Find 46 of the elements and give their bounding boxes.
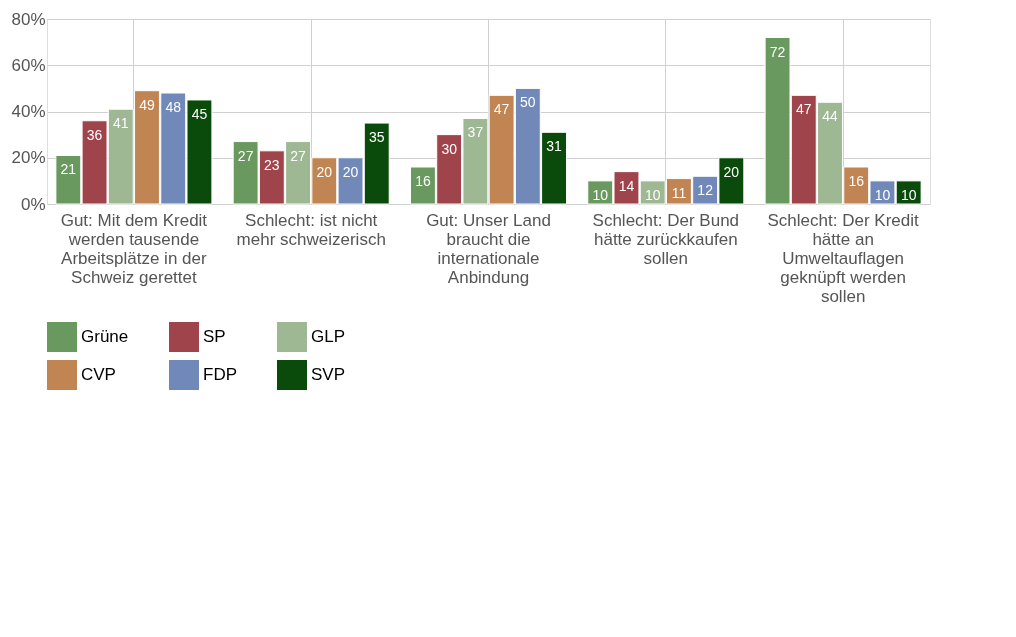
data-label: 35 [368, 129, 385, 146]
y-tick-label: 80% [11, 9, 46, 29]
legend-label: FDP [203, 365, 237, 384]
data-label: 11 [671, 184, 687, 201]
data-label: 50 [520, 94, 536, 111]
data-label: 36 [86, 126, 103, 143]
data-label: 27 [290, 147, 307, 164]
data-label: 47 [493, 101, 510, 118]
data-label: 27 [237, 147, 254, 164]
data-label: 45 [191, 105, 208, 122]
data-label: 10 [644, 186, 661, 203]
x-tick-label: Schlecht: ist nicht mehr schweizerisch [236, 210, 386, 249]
data-label: 37 [467, 124, 484, 141]
data-label: 16 [848, 173, 865, 189]
data-label: 47 [795, 101, 812, 118]
data-label: 49 [139, 96, 155, 113]
y-tick-label: 0% [20, 194, 46, 214]
data-label: 41 [112, 115, 129, 132]
data-label: 72 [769, 43, 786, 60]
x-tick-label: Schlecht: Der Kredit hätte an Umweltauflagen geknüpft werden sollen [767, 210, 919, 306]
y-tick-label: 40% [11, 102, 46, 121]
data-label: 16 [415, 173, 431, 189]
data-label: 10 [900, 186, 917, 203]
data-label: 21 [60, 161, 77, 178]
data-label: 23 [264, 156, 280, 173]
x-tick-label: Gut: Mit dem Kredit werden tausende Arbeitsplätze in der Schweiz gerettet [60, 210, 208, 287]
legend-label: Grüne [81, 327, 129, 346]
y-tick-label: 60% [11, 55, 46, 75]
legend-label: SVP [311, 365, 346, 384]
x-tick-label: Schlecht: Der Bund hätte zurückkaufen sollen [592, 210, 740, 268]
legend-label: GLP [311, 327, 346, 346]
data-label: 30 [441, 140, 458, 157]
data-label: 31 [546, 138, 563, 155]
data-label: 14 [618, 177, 635, 194]
legend-label: SP [203, 327, 226, 346]
data-label: 12 [697, 182, 714, 199]
y-tick-label: 20% [11, 148, 46, 168]
legend-label: CVP [81, 365, 116, 384]
data-label: 20 [316, 163, 333, 180]
data-label: 20 [723, 163, 740, 180]
data-label: 20 [342, 163, 359, 180]
data-label: 10 [592, 186, 609, 203]
data-label: 44 [822, 108, 838, 125]
x-tick-label: Gut: Unser Land braucht die internationale Anbindung [426, 210, 551, 287]
data-label: 10 [874, 186, 891, 203]
data-label: 48 [165, 99, 182, 115]
